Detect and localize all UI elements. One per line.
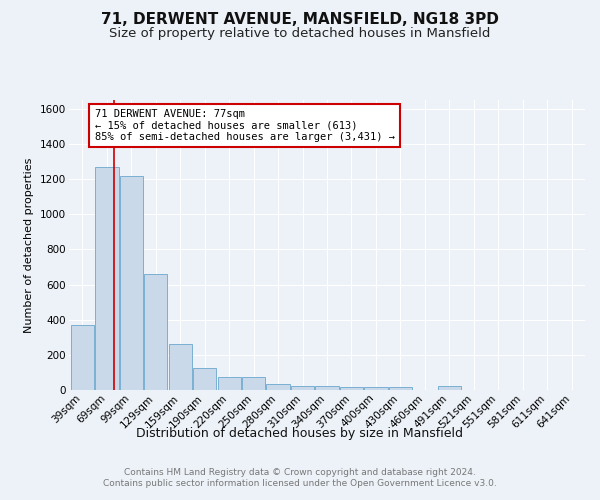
Text: Size of property relative to detached houses in Mansfield: Size of property relative to detached ho…: [109, 28, 491, 40]
Bar: [120, 176, 143, 390]
Text: Distribution of detached houses by size in Mansfield: Distribution of detached houses by size …: [137, 428, 464, 440]
Bar: [266, 384, 290, 390]
Bar: [316, 386, 338, 390]
Bar: [437, 386, 461, 390]
Bar: [144, 274, 167, 390]
Text: 71, DERWENT AVENUE, MANSFIELD, NG18 3PD: 71, DERWENT AVENUE, MANSFIELD, NG18 3PD: [101, 12, 499, 28]
Bar: [169, 344, 192, 390]
Bar: [291, 386, 314, 390]
Bar: [389, 388, 412, 390]
Bar: [242, 377, 265, 390]
Bar: [193, 368, 217, 390]
Bar: [71, 325, 94, 390]
Y-axis label: Number of detached properties: Number of detached properties: [25, 158, 34, 332]
Bar: [95, 167, 119, 390]
Bar: [218, 377, 241, 390]
Text: Contains HM Land Registry data © Crown copyright and database right 2024.
Contai: Contains HM Land Registry data © Crown c…: [103, 468, 497, 487]
Text: 71 DERWENT AVENUE: 77sqm
← 15% of detached houses are smaller (613)
85% of semi-: 71 DERWENT AVENUE: 77sqm ← 15% of detach…: [95, 109, 395, 142]
Bar: [364, 388, 388, 390]
Bar: [340, 388, 363, 390]
